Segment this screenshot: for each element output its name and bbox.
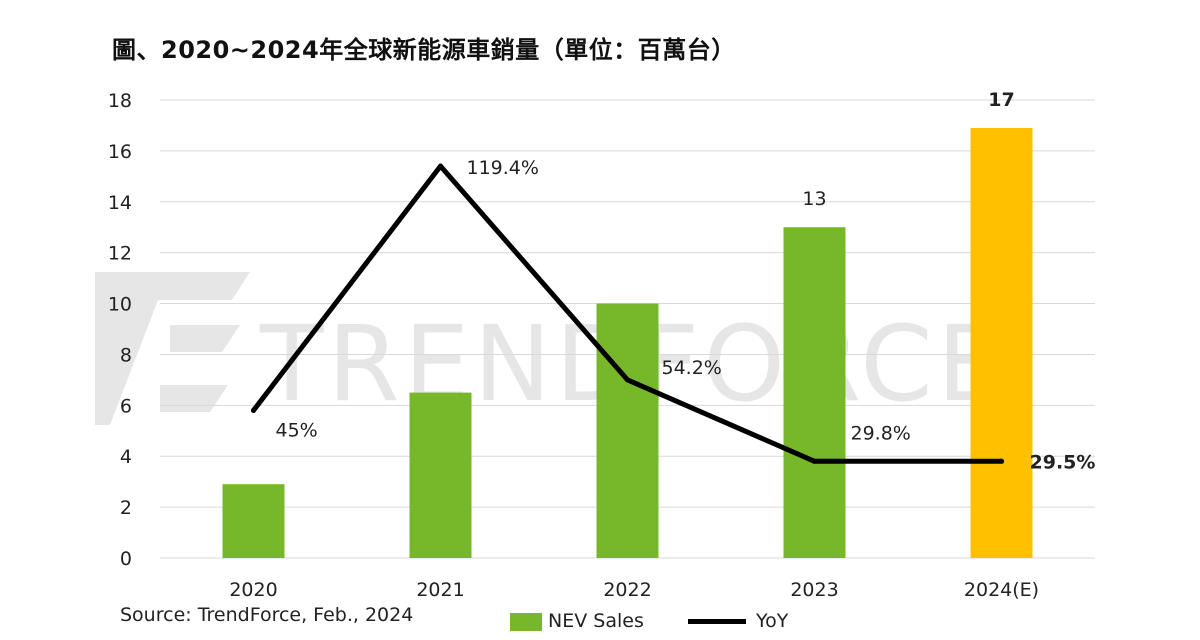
y-tick-label: 6 <box>120 395 132 417</box>
y-tick-label: 16 <box>108 141 132 163</box>
watermark-logo-mark <box>160 385 228 412</box>
legend-item-yoy: YoY <box>688 610 788 632</box>
legend-label-yoy: YoY <box>756 610 789 632</box>
line-point <box>438 163 443 169</box>
x-tick-label: 2021 <box>416 579 464 601</box>
x-tick-label: 2024(E) <box>964 579 1039 601</box>
y-tick-label: 2 <box>120 497 132 519</box>
y-tick-label: 0 <box>120 548 132 570</box>
line-data-label: 29.5% <box>1030 451 1096 473</box>
y-tick-label: 10 <box>108 294 132 316</box>
bar-data-label: 17 <box>988 89 1014 111</box>
bar <box>222 484 285 558</box>
x-tick-label: 2020 <box>229 579 277 601</box>
watermark-logo-mark <box>170 325 240 352</box>
line-point <box>812 458 817 464</box>
line-data-label: 29.8% <box>851 422 911 444</box>
y-tick-label: 12 <box>108 243 132 265</box>
chart-title: 圖、2020~2024年全球新能源車銷量（單位：百萬台） <box>112 36 736 64</box>
line-point <box>999 458 1004 464</box>
x-tick-label: 2022 <box>603 579 651 601</box>
legend-item-nev-sales: NEV Sales <box>510 610 644 632</box>
line-point <box>625 377 630 383</box>
watermark-logo-mark <box>95 272 250 425</box>
y-tick-label: 4 <box>120 446 132 468</box>
line-data-label: 54.2% <box>662 357 722 379</box>
line-data-label: 119.4% <box>467 157 539 179</box>
bar-data-label: 13 <box>802 188 826 210</box>
x-tick-label: 2023 <box>790 579 838 601</box>
bar <box>596 303 659 558</box>
line-point <box>251 407 256 413</box>
source-note: Source: TrendForce, Feb., 2024 <box>120 604 414 626</box>
y-tick-label: 8 <box>120 344 132 366</box>
line-data-label: 45% <box>276 419 318 441</box>
bar <box>409 392 472 558</box>
legend-label-nev-sales: NEV Sales <box>548 610 644 632</box>
legend-swatch-bar <box>510 612 542 631</box>
bar <box>970 127 1033 558</box>
y-tick-label: 18 <box>108 90 132 112</box>
bar <box>783 227 846 558</box>
y-tick-label: 14 <box>108 192 132 214</box>
legend-swatch-line <box>688 619 746 624</box>
